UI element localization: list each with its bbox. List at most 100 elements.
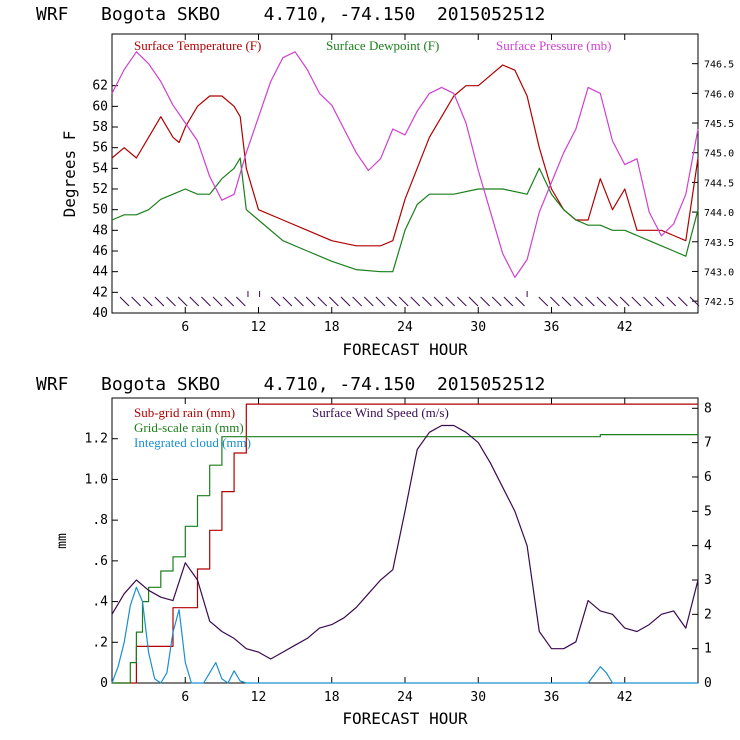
top-series-lines <box>111 51 699 278</box>
top-y-tick-label: 62 <box>92 79 108 94</box>
top-panel: WRF Bogota SKBO 4.710, -74.150 201505251… <box>36 4 734 359</box>
bottom-panel: WRF Bogota SKBO 4.710, -74.150 201505251… <box>36 374 712 728</box>
wind-barb <box>410 296 421 307</box>
series-surface-dewpoint <box>111 157 699 273</box>
top-axis-ticks: 6 12 18 24 30 36 42 40 42 44 46 48 50 52 54 56 58 60 62 742… <box>92 34 734 335</box>
legend-sub-grid-rain: Sub-grid rain (mm) <box>134 405 235 420</box>
top-y-tick-label: 46 <box>92 244 108 259</box>
wind-barb <box>294 296 304 307</box>
top-y-tick-label: 56 <box>92 141 108 156</box>
wind-barb <box>363 296 374 307</box>
wind-barbs <box>119 291 700 307</box>
wind-barb <box>352 296 363 307</box>
bottom-x-tick-label: 24 <box>397 690 413 705</box>
series-sub-grid-rain <box>112 403 698 684</box>
legend-grid-scale-rain: Grid-scale rain (mm) <box>134 420 244 435</box>
bottom-y2-tick-label: 0 <box>704 676 712 691</box>
top-y-tick-label: 54 <box>92 161 108 176</box>
top-y-axis-label: Degrees F <box>60 131 79 218</box>
wind-barb <box>666 296 677 307</box>
wind-barb <box>643 296 653 307</box>
top-y2-tick-label: 745.0 <box>704 149 734 160</box>
wind-barb <box>317 296 328 307</box>
wind-barb <box>154 296 165 307</box>
wind-barb <box>573 296 584 307</box>
top-y2-tick-label: 746.0 <box>704 89 734 100</box>
wind-barb <box>561 296 572 307</box>
bottom-y-tick-label: .8 <box>92 513 108 528</box>
series-surface-pressure <box>111 51 699 278</box>
series-integrated-cloud <box>111 586 698 684</box>
top-x-tick-label: 30 <box>470 320 486 335</box>
bottom-x-tick-label: 42 <box>617 690 633 705</box>
wind-barb <box>433 296 444 307</box>
wind-barb <box>142 296 153 307</box>
bottom-y2-tick-label: 3 <box>704 573 712 588</box>
wind-barb <box>305 296 316 307</box>
wind-barb <box>177 296 188 307</box>
legend-surface-pressure: Surface Pressure (mb) <box>496 38 612 53</box>
wind-barb <box>201 296 211 307</box>
wind-barb <box>166 296 176 307</box>
top-y2-tick-label: 742.5 <box>704 297 734 308</box>
top-x-axis-label: FORECAST HOUR <box>342 340 468 359</box>
wind-barb <box>689 296 700 307</box>
wind-barb <box>538 296 549 307</box>
bottom-chart-title: WRF Bogota SKBO 4.710, -74.150 201505251… <box>36 374 545 395</box>
wind-barb <box>584 296 595 307</box>
top-y-tick-label: 44 <box>92 265 108 280</box>
wind-barb <box>468 296 479 307</box>
top-x-tick-label: 24 <box>397 320 413 335</box>
wind-barb <box>340 296 351 307</box>
bottom-x-tick-label: 6 <box>181 690 189 705</box>
series-surface-wind-speed <box>111 424 699 660</box>
bottom-y-tick-label: .2 <box>92 635 108 650</box>
top-y-tick-label: 60 <box>92 99 108 114</box>
wind-barb <box>480 296 490 307</box>
bottom-y2-tick-label: 5 <box>704 504 712 519</box>
legend-surface-temperature: Surface Temperature (F) <box>134 38 261 53</box>
wind-barb <box>375 296 386 307</box>
wind-barb <box>212 296 223 307</box>
bottom-x-tick-label: 18 <box>324 690 340 705</box>
top-y-tick-label: 50 <box>92 203 108 218</box>
series-grid-scale-rain <box>112 434 698 684</box>
wind-barb <box>631 296 642 307</box>
wind-barb <box>387 296 397 307</box>
bottom-y-tick-label: 1.0 <box>85 472 108 487</box>
top-y2-tick-label: 743.5 <box>704 238 734 249</box>
bottom-series-lines <box>111 403 699 684</box>
wind-barb <box>491 296 502 307</box>
top-x-tick-label: 12 <box>251 320 267 335</box>
wind-barb <box>235 296 246 307</box>
wind-barb <box>456 296 467 307</box>
bottom-y-tick-label: .4 <box>92 595 108 610</box>
wind-barb <box>131 296 141 307</box>
bottom-x-tick-label: 12 <box>251 690 267 705</box>
bottom-x-axis-label: FORECAST HOUR <box>342 709 468 728</box>
top-chart-title: WRF Bogota SKBO 4.710, -74.150 201505251… <box>36 4 545 25</box>
bottom-y-tick-label: 0 <box>100 676 108 691</box>
wind-barb <box>619 296 630 307</box>
legend-surface-wind-speed: Surface Wind Speed (m/s) <box>312 405 449 420</box>
top-x-tick-label: 6 <box>181 320 189 335</box>
bottom-y2-tick-label: 8 <box>704 401 712 416</box>
top-y-tick-label: 40 <box>92 306 108 321</box>
bottom-y2-tick-label: 4 <box>704 539 712 554</box>
wind-barb <box>678 296 688 307</box>
wind-barb <box>329 296 339 307</box>
top-y2-tick-label: 744.0 <box>704 208 734 219</box>
wind-barb <box>398 296 409 307</box>
bottom-y-axis-label: mm <box>55 533 70 549</box>
bottom-y2-tick-label: 7 <box>704 436 712 451</box>
bottom-y2-tick-label: 6 <box>704 470 712 485</box>
wind-barb <box>596 296 607 307</box>
bottom-y2-tick-label: 1 <box>704 642 712 657</box>
top-y2-tick-label: 743.0 <box>704 267 734 278</box>
top-x-tick-label: 42 <box>617 320 633 335</box>
bottom-x-tick-label: 30 <box>470 690 486 705</box>
top-y2-tick-label: 746.5 <box>704 60 734 71</box>
top-y2-tick-label: 744.5 <box>704 178 734 189</box>
